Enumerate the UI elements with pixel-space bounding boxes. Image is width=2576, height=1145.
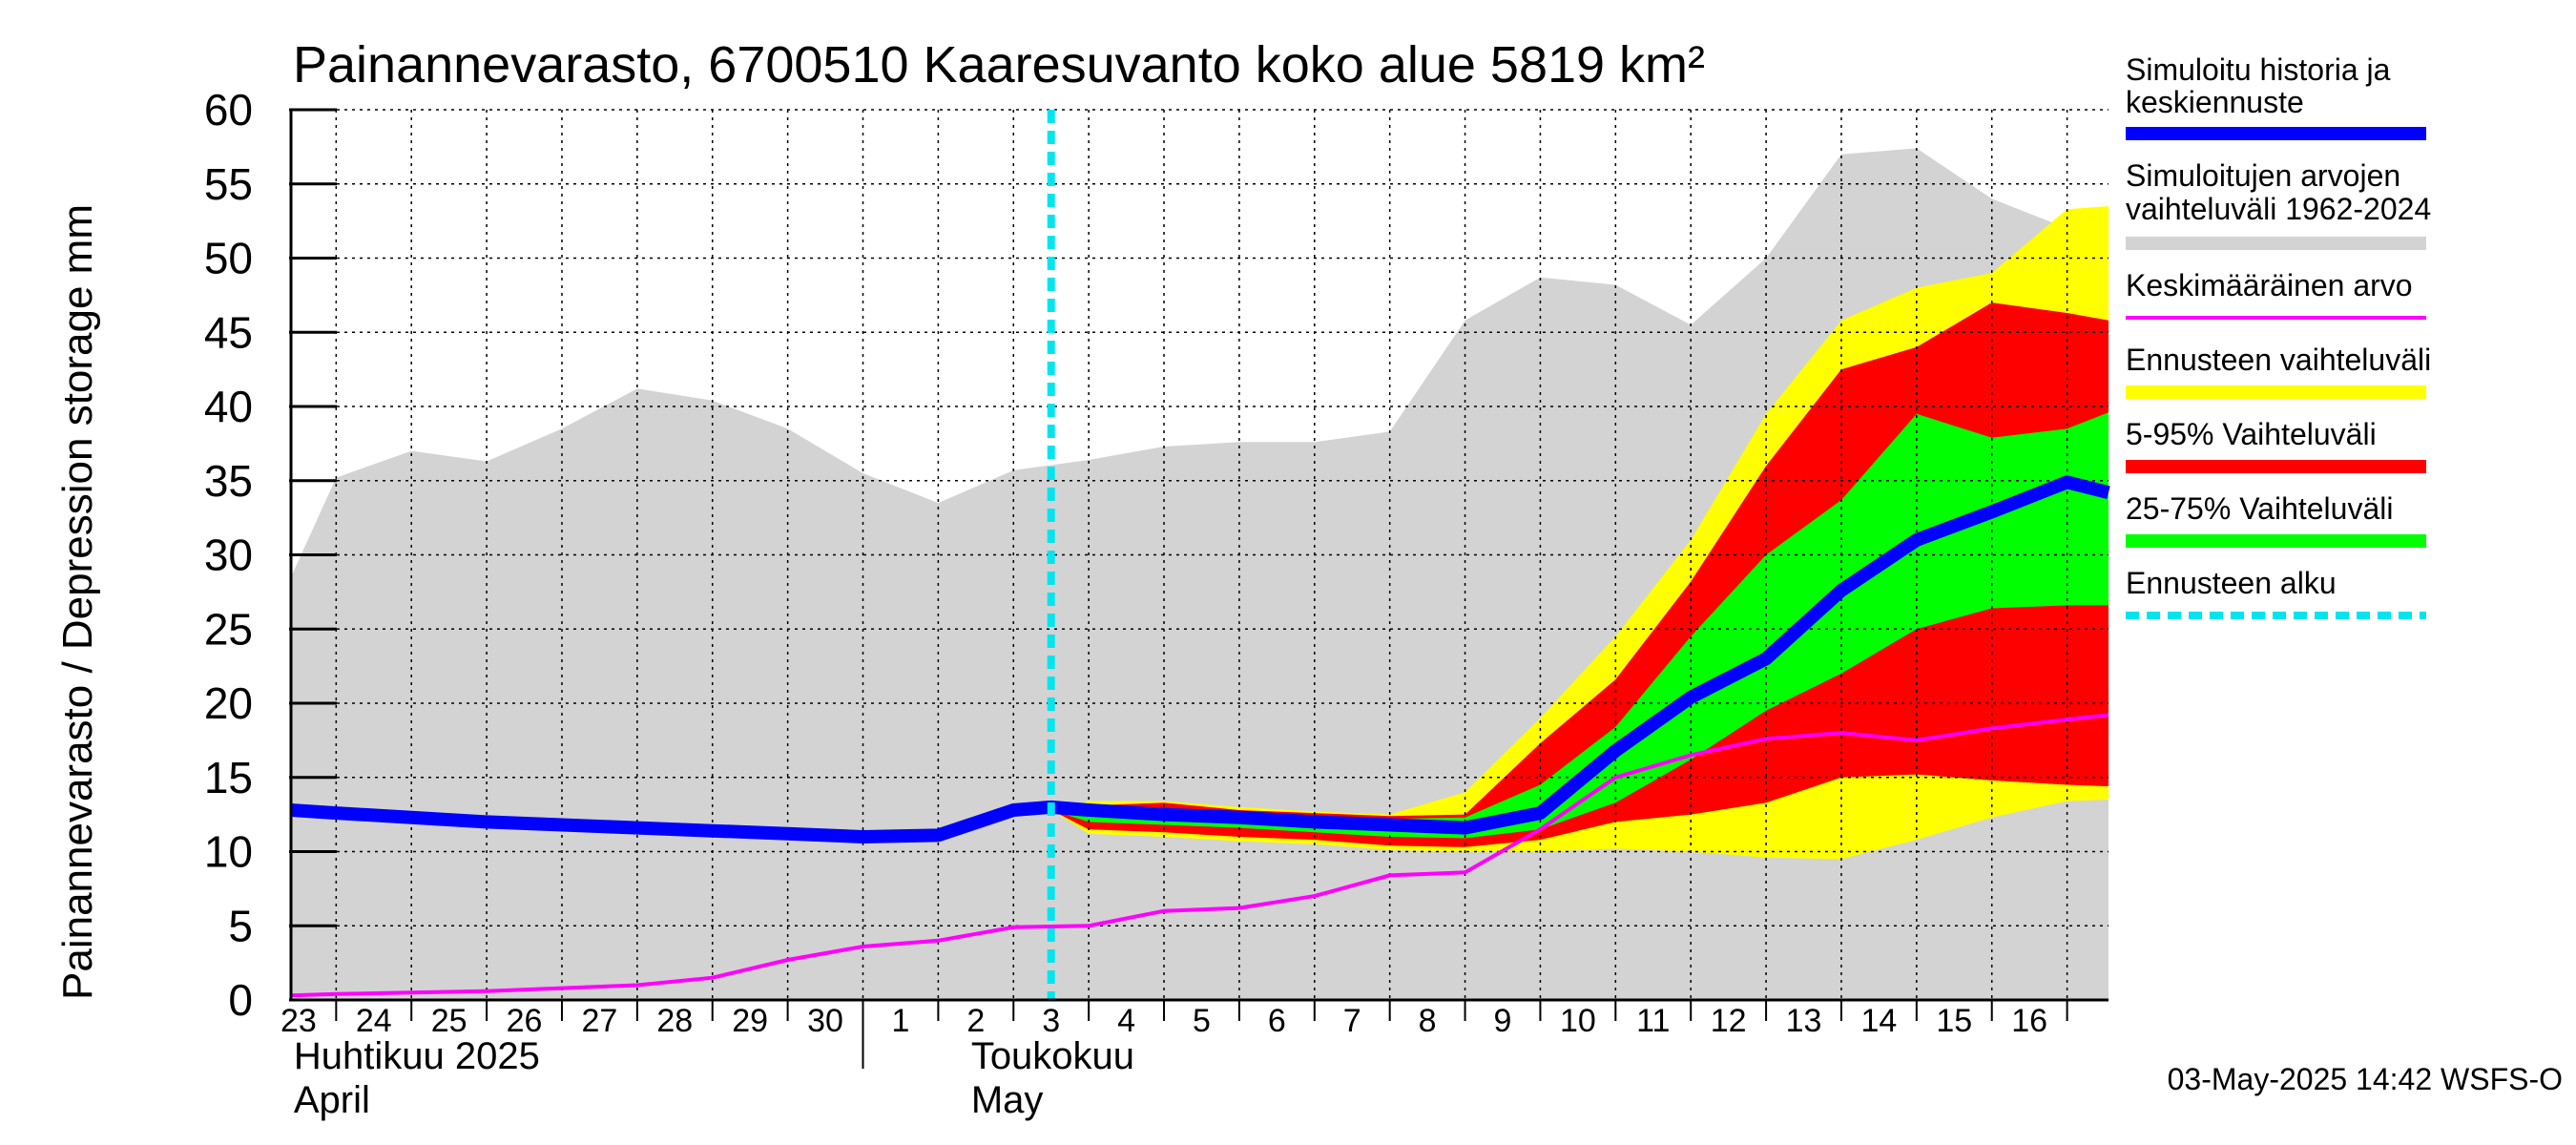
- y-tick-label: 40: [204, 382, 253, 431]
- y-tick-label: 10: [204, 827, 253, 877]
- timestamp-footer: 03-May-2025 14:42 WSFS-O: [2168, 1062, 2563, 1096]
- p5-95-area: [1050, 302, 2109, 847]
- series-lines-layer: [290, 110, 2110, 1000]
- forecast-bands-layer: [1050, 206, 2109, 860]
- legend-label-p5-95: 5-95% Vaihteluväli: [2126, 417, 2377, 451]
- legend-label-sim-range-1: Simuloitujen arvojen: [2126, 158, 2400, 193]
- x-tick-label: 11: [1636, 1003, 1670, 1039]
- x-tick-label: 8: [1419, 1003, 1437, 1039]
- y-axis-label: Painannevarasto / Depression storage mm: [54, 204, 101, 1000]
- month-label-fi: Huhtikuu 2025: [294, 1035, 540, 1077]
- simulated-history-line: [290, 475, 2110, 843]
- month-label-en: April: [294, 1079, 370, 1121]
- legend-label-sim-range-2: vaihteluväli 1962-2024: [2126, 192, 2431, 226]
- x-tick-label: 5: [1193, 1003, 1211, 1039]
- y-tick-label: 15: [204, 753, 253, 802]
- y-tick-label: 60: [204, 85, 253, 135]
- x-tick-label: 27: [582, 1003, 618, 1039]
- x-tick-label: 7: [1343, 1003, 1361, 1039]
- x-tick-label: 3: [1042, 1003, 1060, 1039]
- month-label-en: May: [971, 1079, 1044, 1121]
- x-tick-label: 14: [1860, 1003, 1897, 1039]
- x-tick-label: 16: [2011, 1003, 2047, 1039]
- x-tick-label: 1: [891, 1003, 909, 1039]
- chart-title: Painannevarasto, 6700510 Kaaresuvanto ko…: [293, 36, 1705, 94]
- x-tick-label: 30: [807, 1003, 843, 1039]
- y-tick-label: 35: [204, 456, 253, 506]
- legend-label-mean: Keskimääräinen arvo: [2126, 268, 2413, 302]
- x-tick-label: 15: [1936, 1003, 1972, 1039]
- legend-label-p25-75: 25-75% Vaihteluväli: [2126, 491, 2393, 526]
- x-tick-label: 25: [431, 1003, 467, 1039]
- x-tick-label: 13: [1786, 1003, 1822, 1039]
- legend-label-forecast-range: Ennusteen vaihteluväli: [2126, 343, 2431, 377]
- y-tick-label: 5: [228, 901, 253, 950]
- y-tick-label: 55: [204, 159, 253, 209]
- y-tick-label: 50: [204, 234, 253, 283]
- y-tick-label: 0: [228, 975, 253, 1025]
- x-tick-label: 6: [1268, 1003, 1286, 1039]
- legend-label-forecast-start: Ennusteen alku: [2126, 566, 2337, 600]
- month-label-fi: Toukokuu: [971, 1035, 1134, 1077]
- p25-75-area: [1050, 412, 2109, 839]
- x-tick-label: 24: [356, 1003, 392, 1039]
- x-tick-label: 10: [1560, 1003, 1596, 1039]
- legend-label-sim-history-1: Simuloitu historia ja: [2126, 52, 2391, 87]
- x-tick-label: 26: [507, 1003, 543, 1039]
- legend-label-sim-history-2: keskiennuste: [2126, 85, 2304, 119]
- y-tick-label: 20: [204, 678, 253, 728]
- x-tick-label: 2: [966, 1003, 985, 1039]
- grid-layer: [291, 109, 2109, 1000]
- mean-value-line: [290, 713, 2109, 998]
- x-tick-label: 4: [1117, 1003, 1135, 1039]
- y-tick-label: 25: [204, 604, 253, 654]
- y-tick-label: 45: [204, 307, 253, 357]
- y-tick-label: 30: [204, 531, 253, 580]
- legend: Simuloitu historia ja keskiennuste Simul…: [2126, 52, 2431, 619]
- x-tick-label: 28: [656, 1003, 693, 1039]
- x-tick-label: 9: [1494, 1003, 1512, 1039]
- x-tick-label: 29: [732, 1003, 768, 1039]
- x-tick-label: 12: [1711, 1003, 1747, 1039]
- x-tick-label: 23: [280, 1003, 317, 1039]
